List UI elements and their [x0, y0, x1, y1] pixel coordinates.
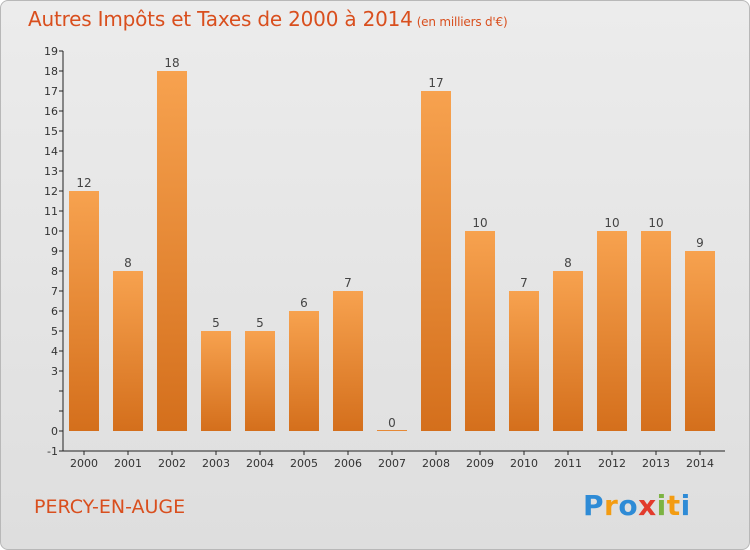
bar-2013 — [641, 231, 671, 431]
x-tick-label: 2014 — [686, 457, 714, 470]
x-tick-label: 2008 — [422, 457, 450, 470]
data-label: 8 — [124, 256, 132, 270]
x-tick-label: 2006 — [334, 457, 362, 470]
y-tick-label: 3 — [51, 365, 58, 378]
y-tick-label: 17 — [44, 85, 58, 98]
logo-letter: x — [638, 489, 657, 522]
logo-letter: r — [604, 489, 619, 522]
y-tick-label: 15 — [44, 125, 58, 138]
bar-2009 — [465, 231, 495, 431]
logo-letter: o — [618, 489, 639, 522]
data-labels: 12 8 18 5 5 6 7 0 17 10 7 8 10 10 9 — [76, 56, 703, 430]
x-tick-label: 2007 — [378, 457, 406, 470]
x-tick-label: 2005 — [290, 457, 318, 470]
bar-2008 — [421, 91, 451, 431]
y-tick-label: 12 — [44, 185, 58, 198]
data-label: 5 — [256, 316, 264, 330]
data-label: 7 — [344, 276, 352, 290]
data-label: 9 — [696, 236, 704, 250]
y-axis: -1 0 3 4 5 6 7 8 9 10 11 12 13 14 15 16 17 18 19 — [44, 45, 64, 458]
data-label: 8 — [564, 256, 572, 270]
x-tick-label: 2004 — [246, 457, 274, 470]
x-tick-label: 2003 — [202, 457, 230, 470]
y-tick-label: 14 — [44, 145, 58, 158]
y-tick-label: 7 — [51, 285, 58, 298]
y-tick-label: 16 — [44, 105, 58, 118]
y-tick-label: 19 — [44, 45, 58, 58]
bar-2014 — [685, 251, 715, 431]
bars — [69, 71, 715, 431]
chart-title-text: Autres Impôts et Taxes de 2000 à 2014 — [28, 7, 413, 31]
y-tick-label: 6 — [51, 305, 58, 318]
x-tick-label: 2012 — [598, 457, 626, 470]
data-label: 12 — [76, 176, 91, 190]
y-tick-label: -1 — [47, 445, 58, 458]
x-tick-label: 2002 — [158, 457, 186, 470]
logo-letter: i — [680, 489, 691, 522]
bar-2000 — [69, 191, 99, 431]
bar-2011 — [553, 271, 583, 431]
bar-2004 — [245, 331, 275, 431]
bar-2012 — [597, 231, 627, 431]
y-tick-label: 11 — [44, 205, 58, 218]
x-axis: 2000 2001 2002 2003 2004 2005 2006 2007 2008 2009… — [63, 450, 725, 470]
y-tick-label: 4 — [51, 345, 58, 358]
data-label: 7 — [520, 276, 528, 290]
data-label: 6 — [300, 296, 308, 310]
y-tick-label: 5 — [51, 325, 58, 338]
town-name: PERCY-EN-AUGE — [34, 496, 186, 518]
data-label: 17 — [428, 76, 443, 90]
y-tick-label: 0 — [51, 425, 58, 438]
x-tick-label: 2001 — [114, 457, 142, 470]
logo-letter: t — [666, 489, 681, 522]
bar-2003 — [201, 331, 231, 431]
x-tick-label: 2009 — [466, 457, 494, 470]
y-tick-label: 10 — [44, 225, 58, 238]
proxiti-logo[interactable]: Proxiti — [583, 489, 691, 522]
chart-unit: (en milliers d'€) — [416, 15, 508, 29]
logo-letter: P — [583, 489, 605, 522]
x-tick-label: 2013 — [642, 457, 670, 470]
y-tick-label: 8 — [51, 265, 58, 278]
data-label: 10 — [604, 216, 619, 230]
data-label: 10 — [472, 216, 487, 230]
data-label: 0 — [388, 416, 396, 430]
logo-letter: i — [656, 489, 667, 522]
y-tick-label: 18 — [44, 65, 58, 78]
x-tick-label: 2011 — [554, 457, 582, 470]
x-tick-label: 2000 — [70, 457, 98, 470]
bar-2005 — [289, 311, 319, 431]
data-label: 5 — [212, 316, 220, 330]
bar-2002 — [157, 71, 187, 431]
bar-2007 — [377, 430, 407, 431]
bar-2001 — [113, 271, 143, 431]
data-label: 18 — [164, 56, 179, 70]
y-tick-label: 13 — [44, 165, 58, 178]
bar-2010 — [509, 291, 539, 431]
data-label: 10 — [648, 216, 663, 230]
x-tick-label: 2010 — [510, 457, 538, 470]
y-tick-label: 9 — [51, 245, 58, 258]
chart-title: Autres Impôts et Taxes de 2000 à 2014 (en… — [28, 7, 508, 31]
bar-2006 — [333, 291, 363, 431]
